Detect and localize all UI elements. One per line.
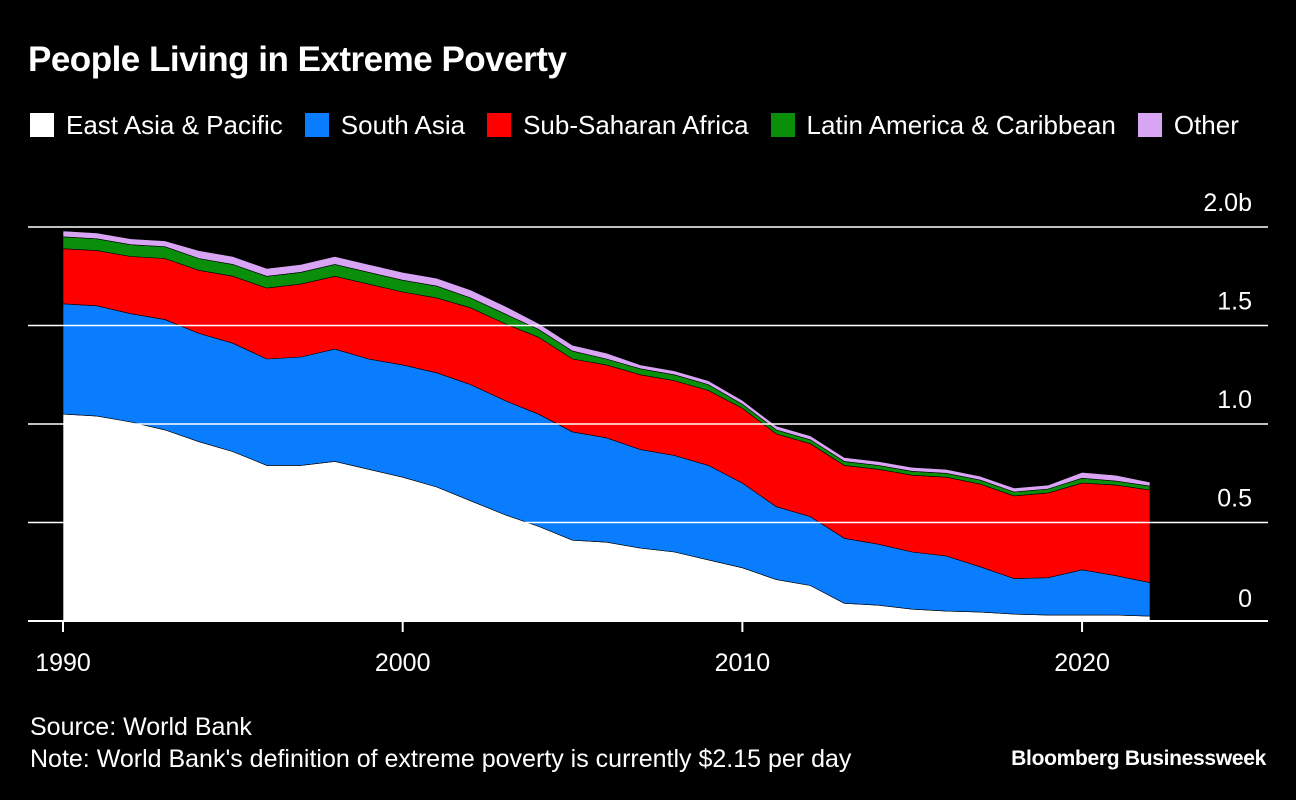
- x-tick-label: 2010: [715, 649, 771, 677]
- legend-item-south-asia: South Asia: [304, 108, 466, 142]
- legend-item-other: Other: [1137, 108, 1239, 142]
- area-series-group: [62, 230, 1151, 622]
- y-tick-label: 1.5: [1217, 288, 1252, 316]
- y-tick-label: 1.0: [1217, 386, 1252, 414]
- legend-swatch-other: [1137, 113, 1162, 137]
- legend-label-east-asia-pacific: East Asia & Pacific: [66, 110, 283, 140]
- publisher-logo-text: Bloomberg Businessweek: [1011, 747, 1266, 770]
- x-tick-label: 2020: [1054, 649, 1110, 677]
- legend-label-sub-saharan-africa: Sub-Saharan Africa: [523, 110, 749, 140]
- chart-title: People Living in Extreme Poverty: [28, 40, 567, 79]
- legend-item-sub-saharan-africa: Sub-Saharan Africa: [487, 108, 749, 142]
- source-note: Source: World Bank: [30, 713, 252, 741]
- x-tick-label: 2000: [375, 649, 431, 677]
- area-other: [62, 230, 1151, 493]
- legend-swatch-east-asia-pacific: [30, 113, 54, 137]
- legend-swatch-sub-saharan-africa: [487, 113, 512, 137]
- legend-label-latin-america-caribbean: Latin America & Caribbean: [806, 110, 1116, 140]
- y-tick-label: 0: [1238, 585, 1252, 613]
- legend-item-latin-america-caribbean: Latin America & Caribbean: [770, 108, 1116, 142]
- legend-swatch-latin-america-caribbean: [770, 113, 795, 137]
- legend-swatch-south-asia: [304, 113, 329, 137]
- definition-note: Note: World Bank's definition of extreme…: [30, 745, 852, 773]
- x-tick-label: 1990: [35, 649, 91, 677]
- y-axis-tick-labels: 0 0.5 1.0 1.5 2.0b: [1203, 189, 1252, 613]
- legend: East Asia & Pacific South Asia Sub-Sahar…: [30, 108, 1270, 142]
- legend-item-east-asia-pacific: East Asia & Pacific: [30, 108, 283, 142]
- y-tick-label: 0.5: [1217, 485, 1252, 513]
- y-tick-label: 2.0b: [1203, 189, 1252, 217]
- legend-label-south-asia: South Asia: [340, 110, 466, 140]
- gridlines: [28, 226, 1268, 524]
- x-axis: 1990 2000 2010 2020: [28, 620, 1268, 677]
- legend-label-other: Other: [1173, 110, 1239, 140]
